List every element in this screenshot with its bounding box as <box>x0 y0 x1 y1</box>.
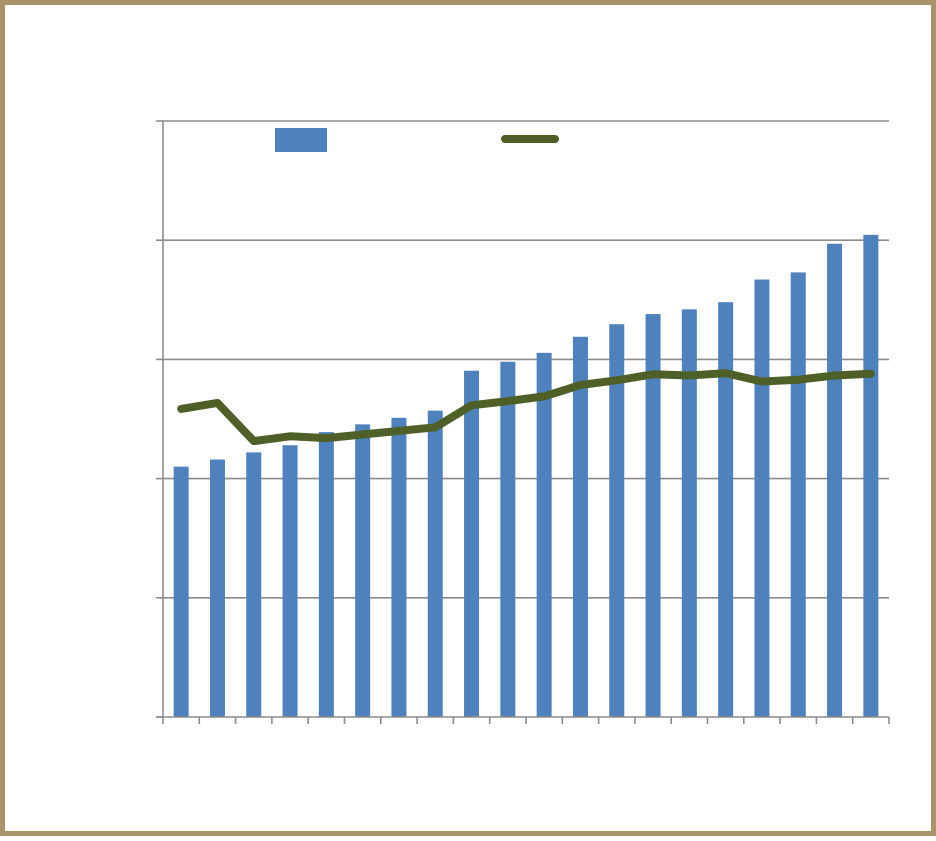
bar <box>827 243 843 717</box>
trend-line <box>177 369 875 446</box>
bar <box>572 336 588 717</box>
bar <box>718 302 734 717</box>
bar <box>681 309 697 717</box>
legend-swatch-bar <box>275 128 327 152</box>
axes <box>156 120 890 724</box>
bar <box>790 272 806 717</box>
bar <box>355 424 371 717</box>
gridlines <box>163 120 889 599</box>
bar <box>863 234 879 717</box>
bar <box>536 352 552 717</box>
chart-canvas <box>156 120 890 724</box>
bar <box>427 410 443 717</box>
bar <box>645 314 661 717</box>
bar <box>464 370 480 717</box>
bar <box>391 417 407 717</box>
bar <box>318 432 334 717</box>
bar <box>500 361 516 717</box>
bar <box>609 324 625 717</box>
bar <box>173 466 189 717</box>
legend <box>275 128 559 152</box>
bar <box>209 459 225 717</box>
bar-series <box>173 234 879 717</box>
line-series <box>177 369 875 446</box>
bar <box>282 445 298 717</box>
bar <box>754 279 770 717</box>
bar <box>246 452 262 717</box>
